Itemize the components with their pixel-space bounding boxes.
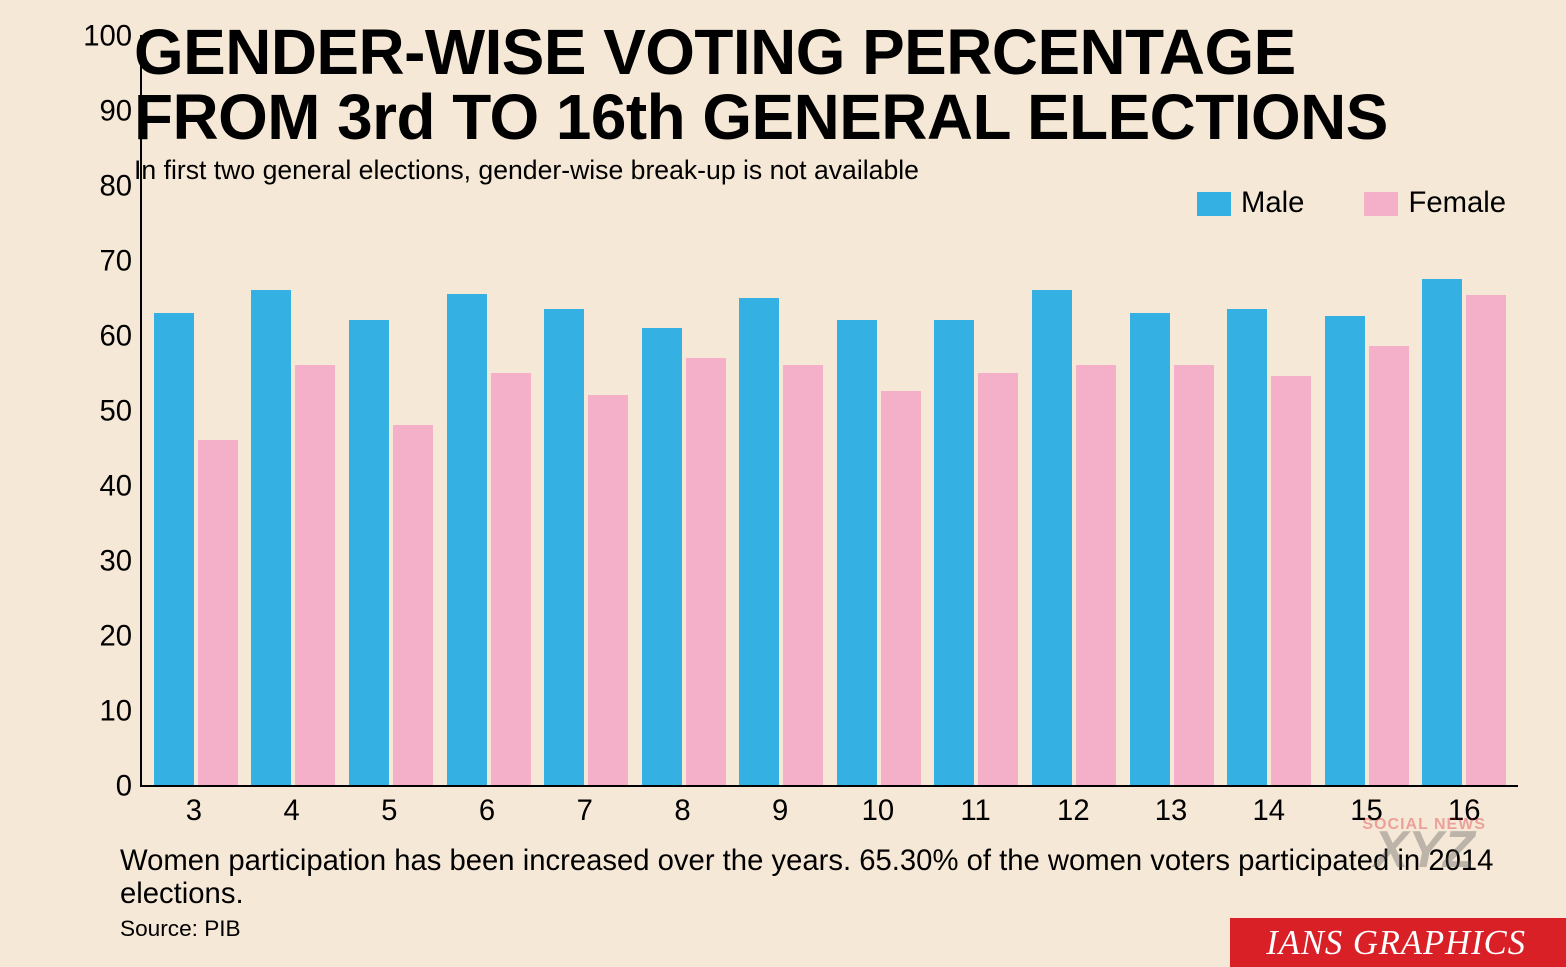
y-tick-label: 50 bbox=[99, 396, 132, 429]
bar-male bbox=[1422, 279, 1462, 785]
watermark-line-2: XYZ bbox=[1362, 830, 1486, 872]
bar-female bbox=[686, 358, 726, 786]
source-credit: Source: PIB bbox=[120, 916, 241, 942]
bar-male bbox=[1130, 313, 1170, 786]
bar-female bbox=[1271, 376, 1311, 785]
y-tick-label: 80 bbox=[99, 171, 132, 204]
bar-male bbox=[154, 313, 194, 786]
bar-female bbox=[295, 365, 335, 785]
x-tick-label: 13 bbox=[1127, 795, 1215, 828]
bar-group bbox=[1128, 313, 1216, 786]
bar-group bbox=[835, 320, 923, 785]
x-tick-label: 10 bbox=[834, 795, 922, 828]
bar-male bbox=[447, 294, 487, 785]
bar-male bbox=[934, 320, 974, 785]
bar-group bbox=[1225, 309, 1313, 785]
bar-female bbox=[1174, 365, 1214, 785]
watermark: SOCIAL NEWS XYZ bbox=[1362, 816, 1486, 872]
bar-female bbox=[978, 373, 1018, 786]
bar-female bbox=[491, 373, 531, 786]
bar-group bbox=[1323, 316, 1411, 785]
bar-male bbox=[251, 290, 291, 785]
x-tick-label: 11 bbox=[932, 795, 1020, 828]
bar-group bbox=[347, 320, 435, 785]
y-tick-label: 10 bbox=[99, 696, 132, 729]
bar-group bbox=[933, 320, 1021, 785]
bar-female bbox=[198, 440, 238, 785]
publisher-badge: IANS GRAPHICS bbox=[1230, 918, 1566, 967]
x-tick-label: 14 bbox=[1225, 795, 1313, 828]
bar-group bbox=[250, 290, 338, 785]
bars-container bbox=[142, 35, 1518, 785]
bar-male bbox=[1227, 309, 1267, 785]
bar-female bbox=[1466, 295, 1506, 785]
y-tick-label: 60 bbox=[99, 321, 132, 354]
x-tick-label: 9 bbox=[736, 795, 824, 828]
bar-male bbox=[544, 309, 584, 785]
x-tick-label: 7 bbox=[541, 795, 629, 828]
bar-group bbox=[1421, 279, 1509, 785]
x-tick-label: 8 bbox=[639, 795, 727, 828]
y-axis: 0102030405060708090100 bbox=[100, 35, 140, 787]
y-tick-label: 40 bbox=[99, 471, 132, 504]
y-tick-label: 20 bbox=[99, 621, 132, 654]
bar-female bbox=[1076, 365, 1116, 785]
bar-group bbox=[445, 294, 533, 785]
y-tick-label: 0 bbox=[116, 771, 132, 804]
bar-group bbox=[737, 298, 825, 786]
bar-male bbox=[1325, 316, 1365, 785]
x-tick-label: 3 bbox=[150, 795, 238, 828]
bar-male bbox=[1032, 290, 1072, 785]
bar-female bbox=[881, 391, 921, 785]
y-tick-label: 100 bbox=[83, 21, 132, 54]
bar-female bbox=[783, 365, 823, 785]
bar-group bbox=[542, 309, 630, 785]
x-axis-labels: 345678910111213141516 bbox=[140, 795, 1518, 828]
plot: 0102030405060708090100 34567891011121314… bbox=[100, 35, 1518, 787]
x-tick-label: 4 bbox=[248, 795, 336, 828]
bar-male bbox=[739, 298, 779, 786]
y-tick-label: 90 bbox=[99, 96, 132, 129]
bar-male bbox=[642, 328, 682, 786]
x-tick-label: 12 bbox=[1029, 795, 1117, 828]
bar-group bbox=[640, 328, 728, 786]
bar-group bbox=[152, 313, 240, 786]
y-tick-label: 30 bbox=[99, 546, 132, 579]
bar-female bbox=[393, 425, 433, 785]
plot-area bbox=[140, 35, 1518, 787]
bar-group bbox=[1030, 290, 1118, 785]
bar-male bbox=[349, 320, 389, 785]
x-tick-label: 5 bbox=[345, 795, 433, 828]
infographic-canvas: GENDER-WISE VOTING PERCENTAGE FROM 3rd T… bbox=[0, 0, 1566, 967]
bar-female bbox=[1369, 346, 1409, 785]
caption: Women participation has been increased o… bbox=[120, 845, 1566, 911]
x-tick-label: 6 bbox=[443, 795, 531, 828]
bar-male bbox=[837, 320, 877, 785]
y-tick-label: 70 bbox=[99, 246, 132, 279]
bar-female bbox=[588, 395, 628, 785]
